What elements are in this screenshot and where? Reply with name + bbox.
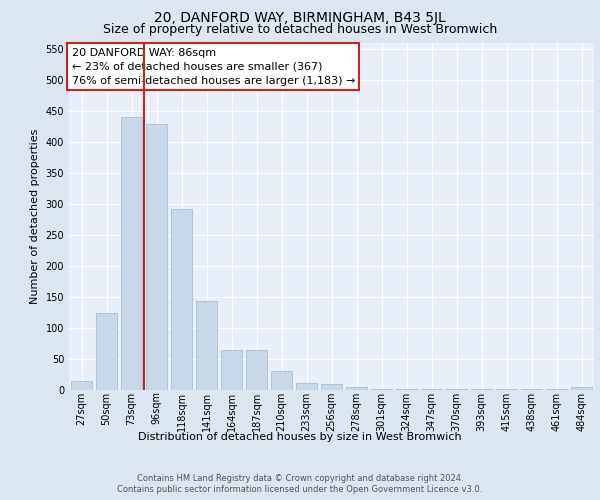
Bar bbox=[221, 350, 242, 390]
Bar bbox=[246, 350, 267, 390]
Text: Size of property relative to detached houses in West Bromwich: Size of property relative to detached ho… bbox=[103, 24, 497, 36]
Text: 20 DANFORD WAY: 86sqm
← 23% of detached houses are smaller (367)
76% of semi-det: 20 DANFORD WAY: 86sqm ← 23% of detached … bbox=[71, 48, 355, 86]
Bar bbox=[271, 372, 292, 390]
Bar bbox=[96, 313, 117, 390]
Bar bbox=[171, 209, 192, 390]
Bar bbox=[321, 384, 342, 390]
Bar bbox=[146, 124, 167, 390]
Bar bbox=[121, 117, 142, 390]
Text: 20, DANFORD WAY, BIRMINGHAM, B43 5JL: 20, DANFORD WAY, BIRMINGHAM, B43 5JL bbox=[154, 11, 446, 25]
Bar bbox=[396, 389, 417, 390]
Text: Contains public sector information licensed under the Open Government Licence v3: Contains public sector information licen… bbox=[118, 485, 482, 494]
Bar bbox=[421, 389, 442, 390]
Bar bbox=[296, 382, 317, 390]
Bar bbox=[571, 387, 592, 390]
Text: Distribution of detached houses by size in West Bromwich: Distribution of detached houses by size … bbox=[138, 432, 462, 442]
Bar bbox=[71, 382, 92, 390]
Y-axis label: Number of detached properties: Number of detached properties bbox=[30, 128, 40, 304]
Bar bbox=[371, 389, 392, 390]
Text: Contains HM Land Registry data © Crown copyright and database right 2024.: Contains HM Land Registry data © Crown c… bbox=[137, 474, 463, 483]
Bar bbox=[346, 387, 367, 390]
Bar bbox=[196, 300, 217, 390]
